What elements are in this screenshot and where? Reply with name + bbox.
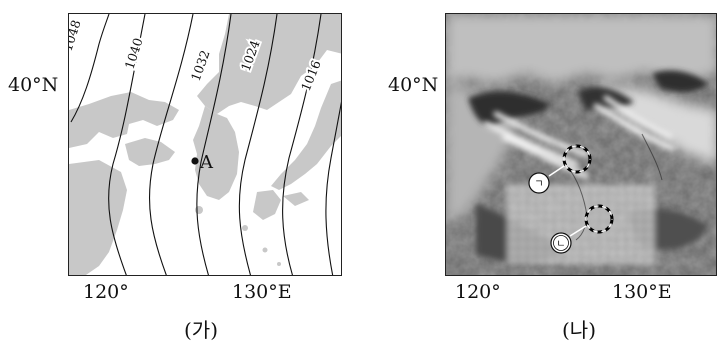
coastline bbox=[563, 133, 663, 241]
satellite-image-svg: ㄱ ㄴ bbox=[446, 14, 716, 275]
marker-nieun: ㄴ bbox=[550, 204, 614, 254]
marker-giyeok: ㄱ bbox=[528, 144, 592, 194]
isobar-label-1040: 1040 bbox=[122, 36, 146, 71]
point-a-marker bbox=[191, 157, 199, 165]
pressure-map: 1048 1040 1032 1024 1016 A bbox=[68, 13, 342, 276]
caption-right: (나) bbox=[562, 318, 597, 342]
lat-label-right: 40°N bbox=[388, 74, 439, 96]
lon-label-left-120: 120° bbox=[83, 281, 129, 303]
point-a-label: A bbox=[199, 152, 214, 173]
cell-cloud-field bbox=[506, 184, 656, 264]
isobar-label-1032: 1032 bbox=[188, 48, 213, 83]
marker-giyeok-label: ㄱ bbox=[534, 179, 543, 190]
isobars bbox=[70, 14, 341, 275]
lon-label-left-130: 130°E bbox=[232, 281, 292, 303]
lon-label-right-130: 130°E bbox=[612, 281, 672, 303]
pressure-map-svg: 1048 1040 1032 1024 1016 A bbox=[69, 14, 341, 275]
satellite-image: ㄱ ㄴ bbox=[445, 13, 717, 276]
isobar-label-1048: 1048 bbox=[69, 18, 84, 53]
caption-left: (가) bbox=[184, 318, 219, 342]
cloud-cover bbox=[446, 14, 716, 224]
lon-label-right-120: 120° bbox=[455, 281, 501, 303]
lat-label-left: 40°N bbox=[8, 74, 59, 96]
marker-nieun-label: ㄴ bbox=[556, 239, 565, 250]
